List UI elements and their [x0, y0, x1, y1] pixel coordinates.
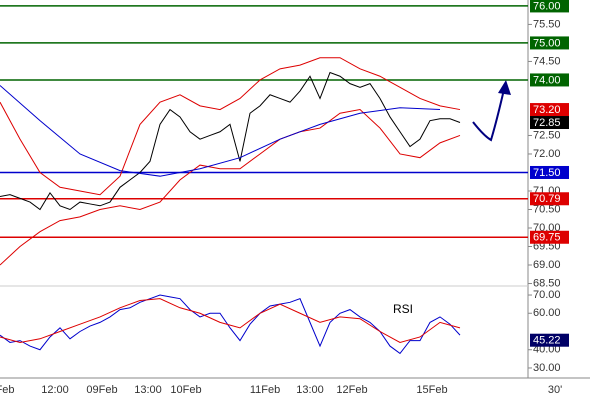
price-box-label: 72.85: [533, 117, 561, 129]
y-tick-label: 30.00: [533, 362, 561, 374]
price-box-label: 76.00: [533, 0, 561, 12]
y-tick-label: 70.00: [533, 289, 561, 301]
price-box: [530, 36, 569, 50]
x-tick-label: 10Feb: [170, 384, 201, 396]
y-tick-label: 74.50: [533, 55, 561, 67]
rsi-title: RSI: [393, 302, 413, 316]
x-tick-label: 12:00: [41, 384, 69, 396]
price-box: [530, 333, 569, 347]
price-box: [530, 0, 569, 13]
x-tick-label: 13:00: [296, 384, 324, 396]
price-box-label: 70.79: [533, 193, 561, 205]
series-line: [0, 298, 461, 343]
series-line: [0, 71, 461, 211]
price-box-label: 73.20: [533, 104, 561, 116]
series-line: [0, 294, 461, 355]
y-tick-label: 72.00: [533, 148, 561, 160]
series-line: [0, 85, 441, 177]
price-box-label: 75.00: [533, 37, 561, 49]
forecast-arrow: [472, 84, 506, 142]
y-tick-label: 68.50: [533, 277, 561, 289]
price-box-label: 45.22: [533, 335, 561, 347]
y-tick-label: 72.50: [533, 129, 561, 141]
y-tick-label: 75.50: [533, 18, 561, 30]
x-tick-label: 15Feb: [416, 384, 447, 396]
x-tick-label: 8Feb: [0, 384, 15, 396]
price-box: [530, 192, 569, 206]
arrow-head: [498, 80, 511, 95]
y-tick-label: 70.50: [533, 203, 561, 215]
price-box: [530, 103, 569, 117]
price-box: [530, 165, 569, 179]
x-tick-label: 09Feb: [86, 384, 117, 396]
price-box: [530, 73, 569, 87]
x-tick-label: 30': [548, 384, 562, 396]
x-tick-label: 11Feb: [250, 384, 280, 396]
x-tick-label: 12Feb: [336, 384, 367, 396]
price-box: [530, 230, 569, 244]
price-box-label: 71.50: [533, 167, 561, 179]
price-box: [530, 116, 569, 130]
y-tick-label: 60.00: [533, 307, 561, 319]
series-line: [0, 57, 461, 196]
x-tick-label: 13:00: [134, 384, 162, 396]
series-line: [0, 109, 461, 266]
price-box-label: 74.00: [533, 74, 561, 86]
price-box-label: 69.75: [533, 232, 561, 244]
y-tick-label: 69.00: [533, 259, 561, 271]
